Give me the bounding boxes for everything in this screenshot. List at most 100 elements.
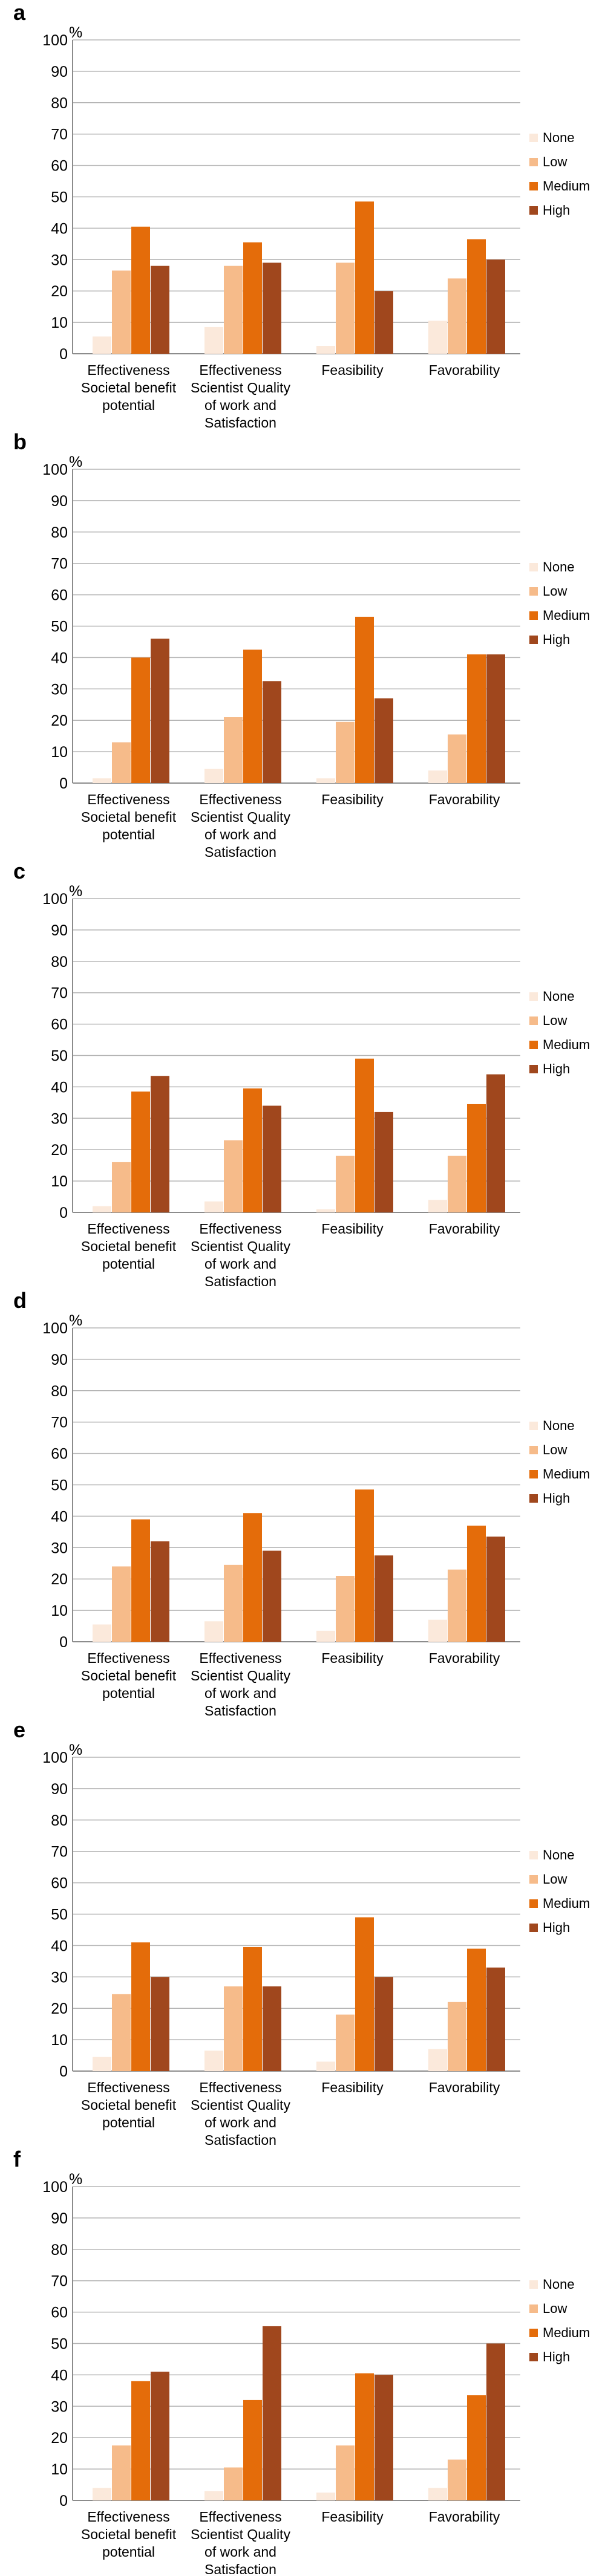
bar-none [316,1209,335,1212]
bar-none [93,336,111,354]
category-label: potential [102,827,155,842]
legend-label: High [543,2349,570,2364]
y-tick-label: 20 [51,2000,68,2017]
legend-swatch [529,611,538,620]
legend-swatch [529,1016,538,1025]
bar-medium [243,2399,262,2500]
bar-high [151,1977,169,2071]
bar-none [93,778,111,783]
bar-low [224,265,243,354]
category-label: Scientist Quality [191,380,290,395]
legend-label: Low [543,1872,567,1887]
legend-label: None [543,989,575,1004]
legend-label: None [543,130,575,145]
bar-medium [355,1058,374,1212]
category-label: Effectiveness [199,2509,281,2525]
y-tick-label: 70 [51,985,68,1002]
bar-none [204,327,223,354]
legend-swatch [529,563,538,571]
y-tick-label: 100 [42,461,68,478]
bar-medium [131,1519,150,1642]
y-tick-label: 100 [42,1749,68,1766]
bar-medium [243,649,262,783]
category-label: Effectiveness [199,362,281,378]
category-label: of work and [204,2544,276,2560]
bar-medium [131,1942,150,2071]
bar-none [316,1630,335,1642]
bar-low [224,717,243,783]
y-tick-label: 40 [51,1508,68,1525]
y-tick-label: 90 [51,1351,68,1368]
bar-high [374,1977,393,2071]
y-tick-label: 70 [51,126,68,143]
bar-medium [243,1088,262,1212]
y-tick-label: 100 [42,2179,68,2196]
y-tick-label: 50 [51,1477,68,1494]
legend-swatch [529,1446,538,1454]
category-label: potential [102,2115,155,2130]
category-label: of work and [204,397,276,413]
bar-high [263,2326,281,2500]
category-label: of work and [204,1685,276,1701]
y-tick-label: 10 [51,1173,68,1190]
legend-swatch [529,134,538,142]
y-tick-label: 80 [51,95,68,112]
category-label: Satisfaction [204,2561,276,2576]
bar-none [204,769,223,783]
category-label: Effectiveness [199,1221,281,1237]
y-tick-label: 10 [51,744,68,761]
y-tick-label: 40 [51,1079,68,1096]
category-label: Effectiveness [199,2080,281,2095]
legend-label: Low [543,584,567,599]
legend-label: Medium [543,1037,590,1052]
bar-high [486,1537,505,1642]
y-tick-label: 70 [51,2273,68,2290]
y-tick-label: 60 [51,1446,68,1463]
bar-medium [355,1917,374,2071]
category-label: Effectiveness [87,2509,169,2525]
legend-swatch [529,636,538,644]
panel-letter: f [13,2147,21,2171]
category-label: Feasibility [321,362,384,378]
category-label: Feasibility [321,1221,384,1237]
bar-none [93,1206,111,1212]
bar-medium [131,226,150,354]
y-unit-label: % [69,24,82,41]
category-label: Favorability [429,792,500,807]
bar-none [428,1200,447,1212]
y-tick-label: 90 [51,922,68,939]
bar-none [316,2061,335,2071]
y-tick-label: 0 [59,2493,68,2509]
chart-panel-e: e 0 10 20 30 40 50 60 70 80 90 100% Effectiveness Soc… [0,1717,605,2148]
bar-medium [131,1091,150,1212]
bar-medium [131,2381,150,2500]
bar-medium [467,1948,486,2071]
y-tick-label: 80 [51,524,68,541]
legend-swatch [529,1065,538,1073]
legend-swatch [529,206,538,215]
bar-medium [467,1525,486,1642]
legend-swatch [529,1899,538,1908]
bar-medium [243,1947,262,2071]
chart-panel-b: b 0 10 20 30 40 50 60 70 80 90 100% Effectiveness Soc… [0,429,605,860]
y-tick-label: 30 [51,1969,68,1986]
bar-high [486,1074,505,1212]
category-label: potential [102,1685,155,1701]
y-tick-label: 80 [51,2242,68,2259]
category-label: Favorability [429,2509,500,2525]
category-label: potential [102,2544,155,2560]
y-tick-label: 40 [51,2367,68,2384]
bar-none [316,778,335,783]
y-unit-label: % [69,1312,82,1329]
category-label: potential [102,397,155,413]
bar-medium [467,1104,486,1212]
bar-high [151,1076,169,1212]
bar-none [93,2488,111,2500]
y-tick-label: 40 [51,649,68,666]
chart-panel-a: a 0 10 20 30 40 50 60 70 80 90 100% Effectiveness Soc… [0,0,605,431]
bar-high [486,654,505,783]
legend-label: Medium [543,178,590,194]
bar-low [224,1140,243,1212]
bar-medium [243,1513,262,1642]
y-tick-label: 100 [42,32,68,49]
